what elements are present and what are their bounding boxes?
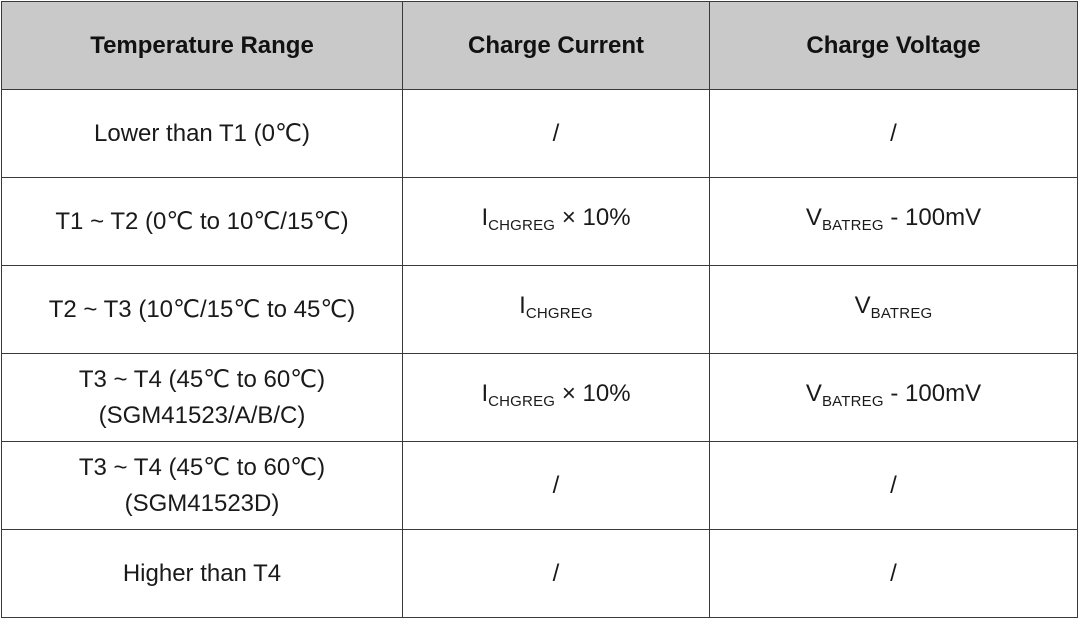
- range-text-line: Higher than T4: [122, 559, 282, 587]
- range-text-line: (SGM41523/A/B/C): [98, 401, 306, 429]
- table-row: T3 ~ T4 (45℃ to 60℃) (SGM41523/A/B/C) ICHG…: [1, 353, 1078, 442]
- current-suffix: × 10%: [555, 379, 631, 407]
- voltage-symbol: V: [854, 291, 871, 319]
- header-charge-current: Charge Current: [402, 1, 710, 90]
- voltage-subscript: BATREG: [870, 304, 933, 322]
- cell-charge-current: ICHGREG × 10%: [402, 353, 710, 442]
- current-symbol: I: [481, 379, 489, 407]
- range-text-line: T1 ~ T2 (0℃ to 10℃/15℃): [55, 207, 349, 235]
- current-value: /: [552, 559, 560, 587]
- cell-temperature-range: T3 ~ T4 (45℃ to 60℃) (SGM41523/A/B/C): [1, 353, 403, 442]
- cell-temperature-range: T2 ~ T3 (10℃/15℃ to 45℃): [1, 265, 403, 354]
- table-row: Lower than T1 (0℃) / /: [1, 89, 1078, 178]
- current-value: /: [552, 119, 560, 147]
- cell-charge-current: /: [402, 529, 710, 618]
- voltage-value: /: [890, 559, 897, 587]
- current-symbol: I: [481, 203, 489, 231]
- current-value: /: [552, 471, 560, 499]
- cell-temperature-range: T3 ~ T4 (45℃ to 60℃) (SGM41523D): [1, 441, 403, 530]
- cell-charge-current: ICHGREG: [402, 265, 710, 354]
- voltage-suffix: - 100mV: [883, 379, 982, 407]
- current-subscript: CHGREG: [488, 216, 556, 234]
- cell-temperature-range: Lower than T1 (0℃): [1, 89, 403, 178]
- range-text-line: T2 ~ T3 (10℃/15℃ to 45℃): [48, 295, 356, 323]
- voltage-subscript: BATREG: [821, 392, 884, 410]
- current-suffix: × 10%: [555, 203, 631, 231]
- cell-temperature-range: Higher than T4: [1, 529, 403, 618]
- cell-charge-voltage: VBATREG - 100mV: [709, 353, 1078, 442]
- header-temperature-range: Temperature Range: [1, 1, 403, 90]
- table-header: Temperature Range Charge Current Charge …: [1, 1, 1078, 90]
- table-row: T2 ~ T3 (10℃/15℃ to 45℃) ICHGREG VBATREG: [1, 265, 1078, 354]
- current-symbol: I: [519, 291, 526, 319]
- table-body: Lower than T1 (0℃) / / T1 ~ T2 (0℃ to 10℃/1…: [1, 89, 1078, 618]
- cell-charge-voltage: VBATREG - 100mV: [709, 177, 1078, 266]
- header-row: Temperature Range Charge Current Charge …: [1, 1, 1078, 90]
- cell-charge-voltage: /: [709, 529, 1078, 618]
- cell-charge-voltage: /: [709, 441, 1078, 530]
- voltage-value: /: [890, 471, 897, 499]
- cell-charge-voltage: /: [709, 89, 1078, 178]
- voltage-symbol: V: [805, 203, 822, 231]
- current-subscript: CHGREG: [525, 304, 593, 322]
- cell-temperature-range: T1 ~ T2 (0℃ to 10℃/15℃): [1, 177, 403, 266]
- table-row: Higher than T4 / /: [1, 529, 1078, 618]
- voltage-value: /: [890, 119, 897, 147]
- cell-charge-current: ICHGREG × 10%: [402, 177, 710, 266]
- voltage-subscript: BATREG: [821, 216, 884, 234]
- current-subscript: CHGREG: [488, 392, 556, 410]
- range-text-line: T3 ~ T4 (45℃ to 60℃): [78, 453, 326, 481]
- voltage-symbol: V: [805, 379, 822, 407]
- voltage-suffix: - 100mV: [883, 203, 982, 231]
- cell-charge-voltage: VBATREG: [709, 265, 1078, 354]
- cell-charge-current: /: [402, 89, 710, 178]
- cell-charge-current: /: [402, 441, 710, 530]
- table-row: T3 ~ T4 (45℃ to 60℃) (SGM41523D) / /: [1, 441, 1078, 530]
- range-text-line: Lower than T1 (0℃): [94, 119, 310, 147]
- header-charge-voltage: Charge Voltage: [709, 1, 1078, 90]
- table-row: T1 ~ T2 (0℃ to 10℃/15℃) ICHGREG × 10% VBAT…: [1, 177, 1078, 266]
- range-text-line: (SGM41523D): [124, 489, 280, 517]
- range-text-line: T3 ~ T4 (45℃ to 60℃): [78, 365, 326, 393]
